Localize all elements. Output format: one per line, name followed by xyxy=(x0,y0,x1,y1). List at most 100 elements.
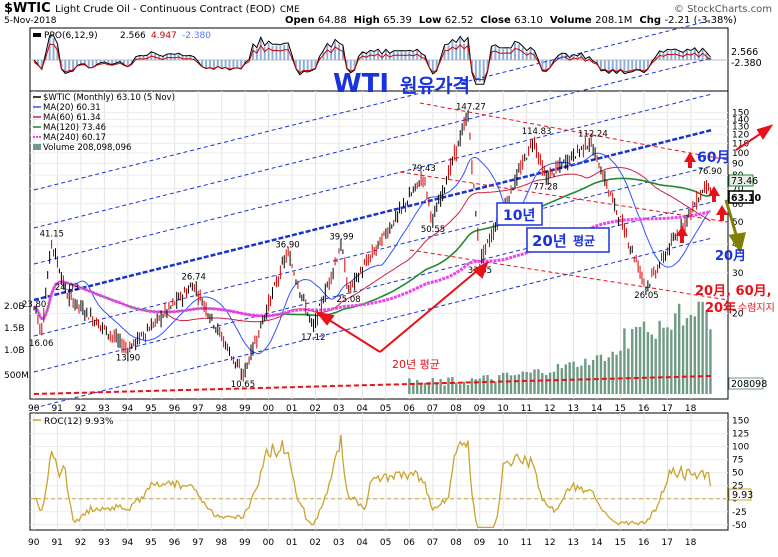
right-value-labels: 73.46 63.10 208098 9.93 2.566 -2.380 xyxy=(728,47,767,501)
volume-bar xyxy=(556,363,560,394)
ppo-hist-bar xyxy=(482,60,485,82)
ppo-hist-bar xyxy=(584,58,587,60)
ppo-hist-bar xyxy=(314,60,317,68)
volume-bar xyxy=(568,362,571,394)
ppo-hist-bar xyxy=(68,60,71,71)
ppo-hist-bar xyxy=(631,60,634,71)
price-point-label: 77.28 xyxy=(533,183,557,193)
volume-bar xyxy=(662,327,665,394)
ppo-tick-1: 2.566 xyxy=(731,47,758,58)
ppo-hist-bar xyxy=(424,55,427,60)
ppo-hist-bar xyxy=(263,47,266,60)
volume-bar xyxy=(439,379,442,394)
ppo-hist-bar xyxy=(134,57,137,60)
ppo-hist-bar xyxy=(709,57,712,60)
annotation-converge-2a: 20年 xyxy=(705,300,736,316)
volume-bar xyxy=(541,373,544,394)
price-point-label: 79.43 xyxy=(411,164,435,174)
legend-symbol: $WTIC (Monthly) 63.10 (5 Nov) xyxy=(43,93,175,103)
roc-legend: ROC(12) 9.93% xyxy=(33,417,114,427)
x-tick-label-roc: 14 xyxy=(591,538,603,548)
x-tick-label: 11 xyxy=(521,404,532,414)
ppo-hist-bar xyxy=(259,39,262,60)
x-tick-label: 14 xyxy=(591,404,603,414)
volume-bar xyxy=(423,382,427,394)
ppo-hist-bar xyxy=(443,46,446,60)
volume-bar xyxy=(431,378,435,394)
ppo-hist-bar xyxy=(130,60,133,63)
volume-bar xyxy=(502,372,505,394)
ppo-hist-bar xyxy=(162,56,165,60)
y-tick-label: 150 xyxy=(732,108,749,118)
annotation-converge-2b: 수렴지지 xyxy=(738,301,775,314)
y-tick-label: 60 xyxy=(732,200,744,210)
ppo-hist-bar xyxy=(224,60,227,67)
ppo-tick-2: -2.380 xyxy=(731,58,762,69)
price-point-label: 26.74 xyxy=(182,272,206,282)
volume-bar xyxy=(576,366,579,394)
volume-bar xyxy=(545,374,548,394)
ppo-hist-bar xyxy=(627,60,630,72)
price-point-label: 13.90 xyxy=(116,354,140,364)
volume-bar xyxy=(451,377,454,394)
x-tick-label-roc: 06 xyxy=(403,538,415,548)
annotation-wti: WTI xyxy=(333,69,389,99)
volume-bar xyxy=(458,384,462,394)
ppo-hist-bar xyxy=(467,39,470,60)
x-tick-label-roc: 95 xyxy=(145,538,156,548)
volume-bar xyxy=(681,325,685,394)
ppo-hist-bar xyxy=(529,48,532,60)
ppo-hist-bar xyxy=(201,60,204,67)
ppo-hist-bar xyxy=(349,60,352,72)
roc-panel xyxy=(29,412,729,531)
ppo-signal-line xyxy=(33,43,711,81)
volume-bar xyxy=(408,378,411,394)
svg-text:20년: 20년 xyxy=(532,232,567,250)
ppo-hist-bar xyxy=(377,50,380,60)
price-point-label: 16.06 xyxy=(29,339,53,349)
volume-bar xyxy=(611,351,614,394)
x-tick-label-roc: 13 xyxy=(568,538,579,548)
ppo-hist-bar xyxy=(111,60,114,64)
ppo-hist-bar xyxy=(56,45,59,60)
y-tick-label: 50 xyxy=(732,218,744,228)
ppo-hist-bar xyxy=(189,55,192,60)
channel-line xyxy=(33,128,713,302)
price-point-label: 50.55 xyxy=(421,225,445,235)
x-tick-label-roc: 00 xyxy=(263,538,275,548)
volume-bar xyxy=(419,384,423,394)
ppo-hist-bar xyxy=(646,60,649,69)
price-point-label: 25.08 xyxy=(336,295,360,305)
ppo-hist-bar xyxy=(693,48,696,60)
channel-line xyxy=(33,19,713,191)
price-point-label: 76.90 xyxy=(698,167,722,177)
ppo-hist-bar xyxy=(76,60,79,66)
ppo-hist-bar xyxy=(64,60,67,73)
volume-bar xyxy=(447,377,450,394)
x-tick-label: 12 xyxy=(544,404,555,414)
x-tick-label-roc: 90 xyxy=(28,538,40,548)
ppo-value-3: -2.380 xyxy=(182,31,211,41)
ppo-hist-bar xyxy=(48,38,51,60)
y-tick-label: 70 xyxy=(732,184,744,194)
x-tick-label-roc: 16 xyxy=(638,538,650,548)
volume-bar xyxy=(529,372,532,394)
symbol-name: Light Crude Oil - Continuous Contract (E… xyxy=(55,4,276,15)
volume-bar xyxy=(631,329,634,394)
ppo-hist-bar xyxy=(40,60,43,69)
ppo-hist-bar xyxy=(427,60,430,67)
ppo-hist-bar xyxy=(142,56,145,60)
volume-bar xyxy=(533,369,536,394)
x-tick-label-roc: 99 xyxy=(239,538,251,548)
ppo-hist-bar xyxy=(91,60,94,67)
ppo-hist-bar xyxy=(447,45,450,60)
volume-bar xyxy=(443,385,446,394)
ppo-hist-bar xyxy=(267,42,270,60)
roc-layer xyxy=(30,434,728,529)
ppo-hist-bar xyxy=(506,48,509,60)
ppo-hist-bar xyxy=(478,60,481,82)
ppo-hist-bar xyxy=(701,49,704,60)
ppo-hist-bar xyxy=(334,41,337,60)
ppo-hist-bar xyxy=(275,45,278,60)
